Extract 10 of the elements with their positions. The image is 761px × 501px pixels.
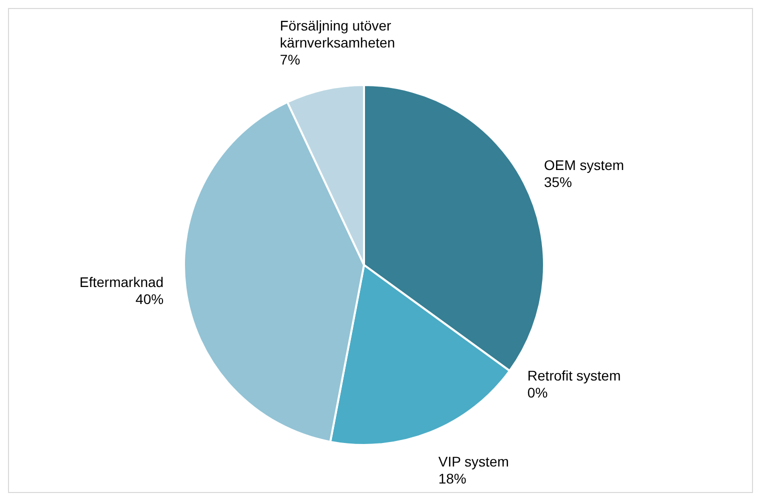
data-label: 18% xyxy=(438,470,466,486)
data-label: 40% xyxy=(136,290,164,307)
slice-label: OEM system xyxy=(544,156,624,173)
data-label: 7% xyxy=(280,51,300,68)
slice-label: Försäljning utöver kärnverksamheten xyxy=(280,17,396,50)
data-label: 35% xyxy=(544,174,572,190)
slice-label: Eftermarknad xyxy=(80,274,164,290)
slice-label: VIP system xyxy=(438,453,509,470)
category-label: Retrofit system xyxy=(527,367,621,384)
text: 0% xyxy=(527,384,548,400)
